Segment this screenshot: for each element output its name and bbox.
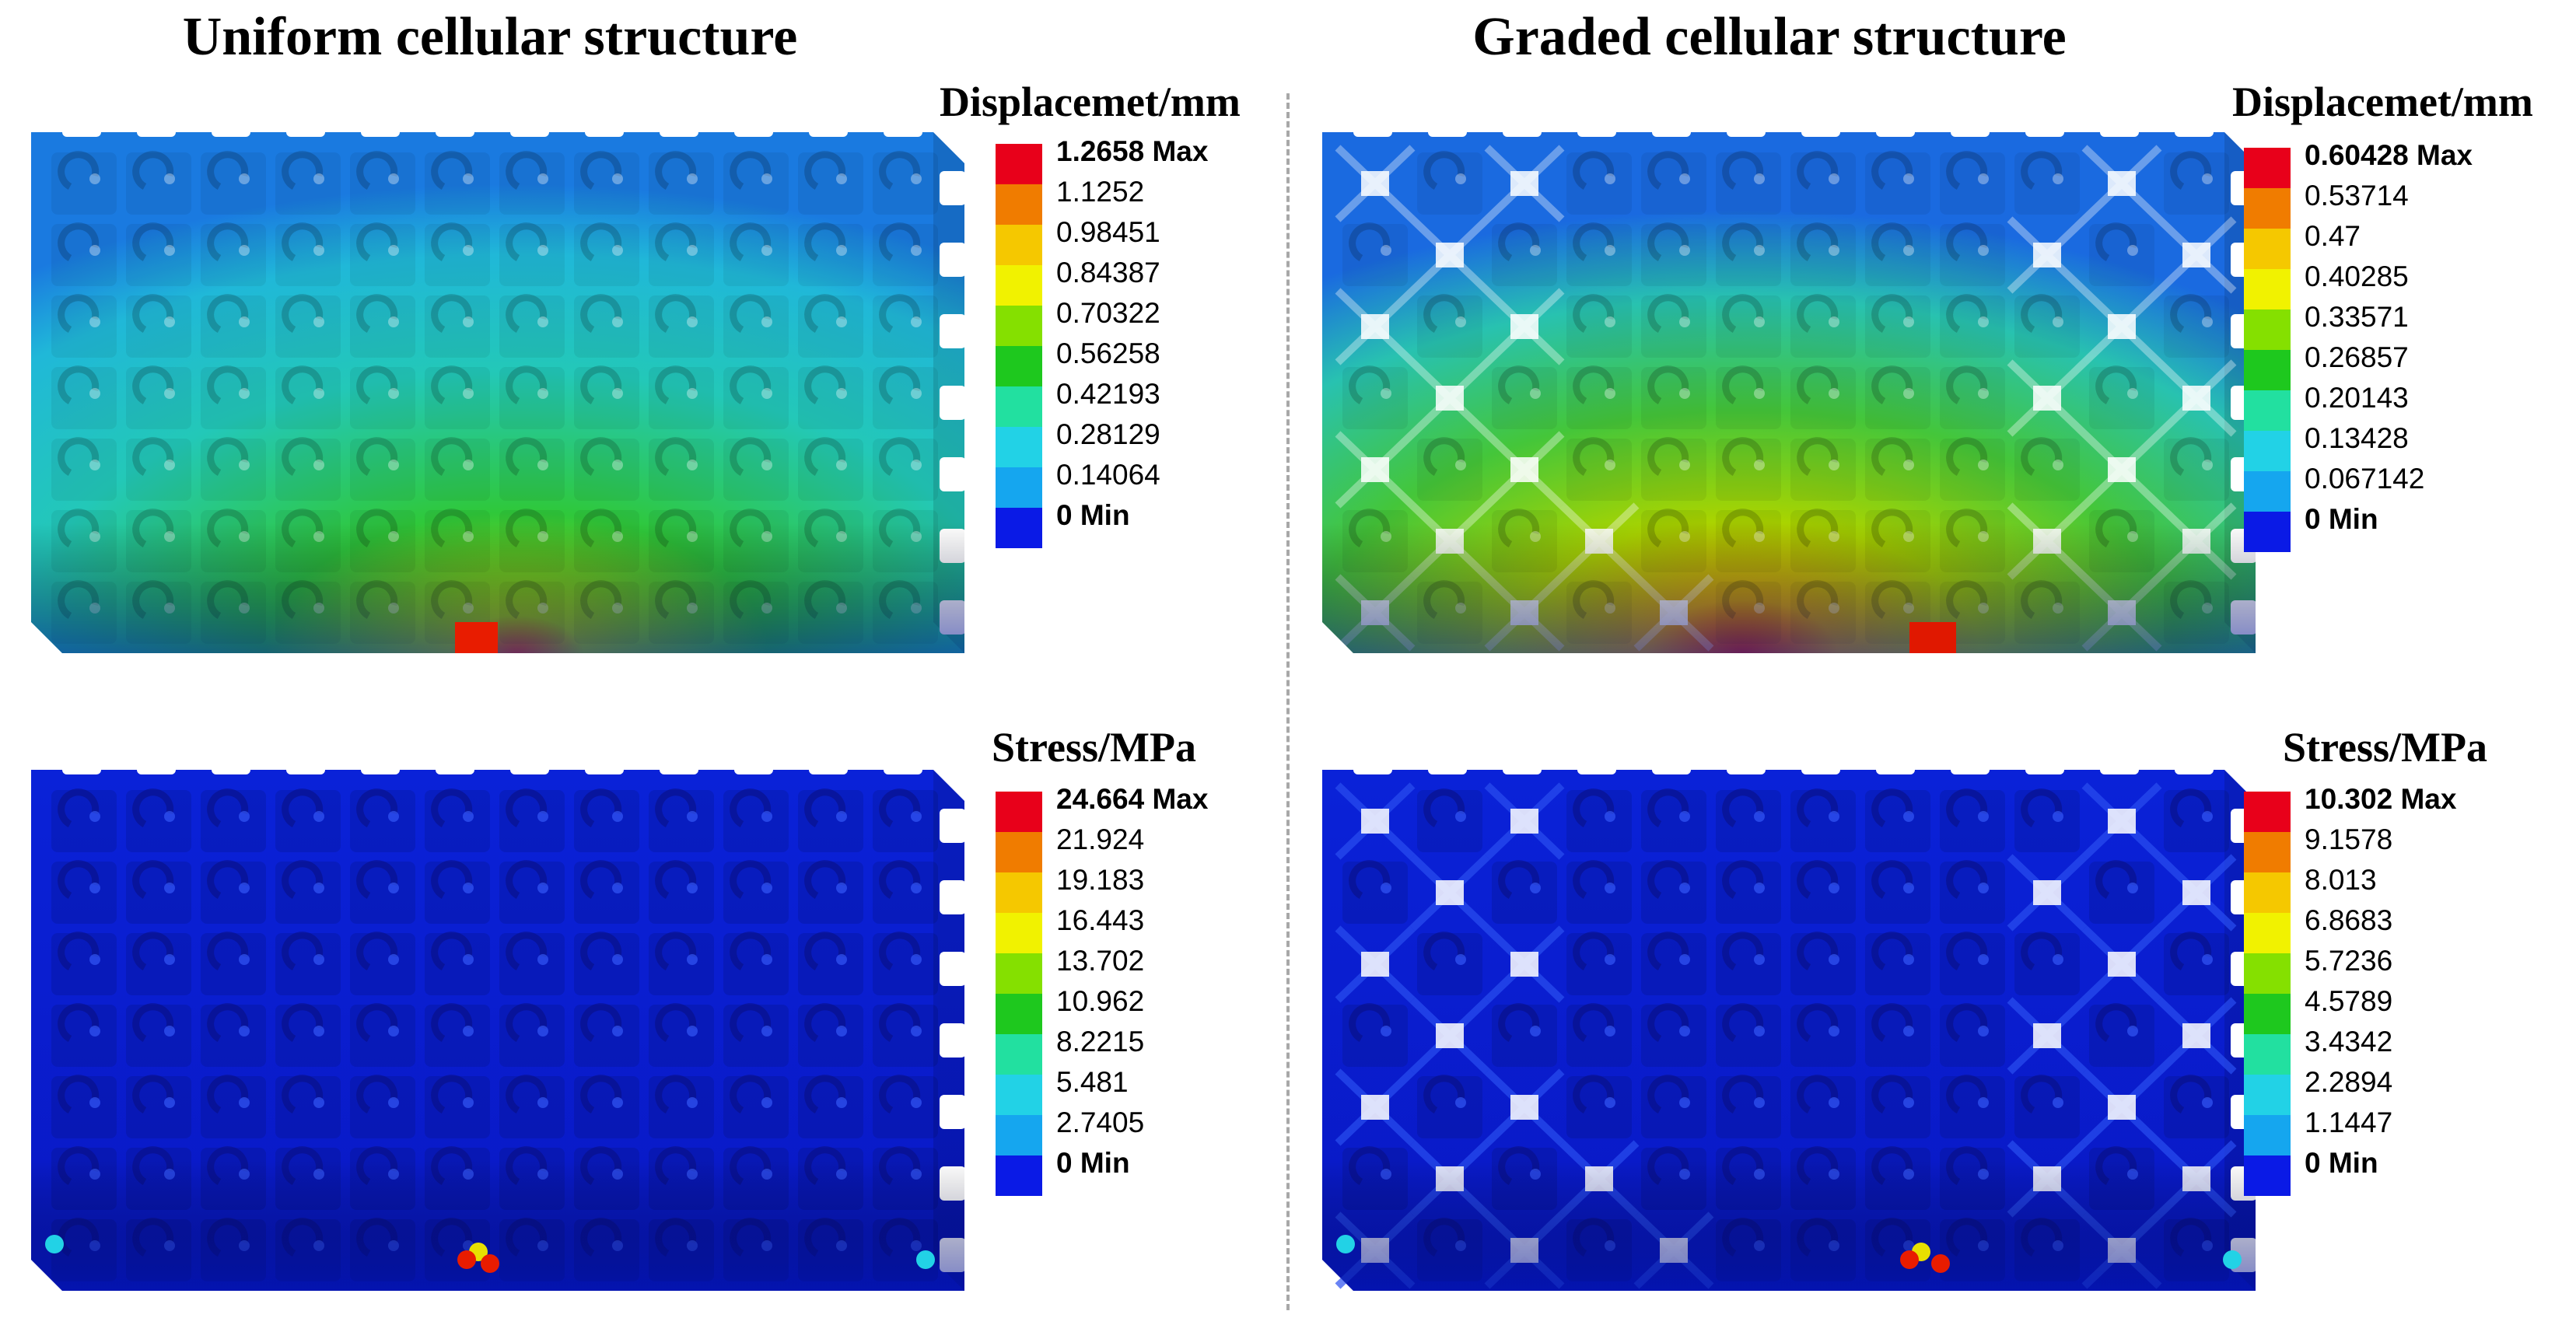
legend-label: 0.56258 xyxy=(1056,337,1160,369)
legend-swatch xyxy=(996,994,1042,1034)
legend-swatch xyxy=(2244,1075,2291,1115)
legend-title-displacement: Displacemet/mm xyxy=(2232,79,2533,125)
peak-displacement xyxy=(1909,622,1956,653)
legend-label: 0.26857 xyxy=(2305,341,2409,373)
legend-label: 1.2658 Max xyxy=(1056,135,1209,167)
legend-label: 0.60428 Max xyxy=(2305,139,2473,171)
legend-swatch xyxy=(2244,309,2291,350)
legend-title-stress: Stress/MPa xyxy=(2283,724,2487,771)
center-divider xyxy=(1286,93,1290,1310)
legend-label: 10.962 xyxy=(1056,985,1145,1017)
legend-label: 0.40285 xyxy=(2305,260,2409,292)
legend-swatch xyxy=(2244,832,2291,872)
legend-label: 0.53714 xyxy=(2305,180,2409,212)
legend-swatch xyxy=(2244,229,2291,269)
legend-swatch xyxy=(996,306,1042,346)
legend-label: 6.8683 xyxy=(2305,904,2393,936)
legend-swatch xyxy=(2244,148,2291,188)
title-graded-structure: Graded cellular structure xyxy=(1472,7,2067,67)
legend-label: 0.28129 xyxy=(1056,418,1160,450)
legend-label: 1.1252 xyxy=(1056,176,1145,208)
legend-swatch xyxy=(2244,188,2291,229)
legend-swatch xyxy=(2244,1155,2291,1196)
legend-swatch xyxy=(996,1075,1042,1115)
legend-label: 0.067142 xyxy=(2305,463,2425,495)
legend-swatch xyxy=(2244,390,2291,431)
legend-swatch xyxy=(996,427,1042,467)
legend-label: 1.1447 xyxy=(2305,1106,2393,1138)
legend-swatch xyxy=(2244,350,2291,390)
legend-swatch xyxy=(2244,471,2291,512)
legend-swatch xyxy=(996,1155,1042,1196)
legend-label: 19.183 xyxy=(1056,864,1145,896)
legend-label: 0 Min xyxy=(2305,503,2378,535)
lattice-body xyxy=(31,109,964,653)
lattice-body xyxy=(1322,109,2256,653)
uniform-displacement-model xyxy=(31,109,964,653)
uniform-stress-model xyxy=(31,746,964,1291)
legend-label: 0.13428 xyxy=(2305,422,2409,454)
lattice-body xyxy=(31,746,964,1291)
legend-label: 2.2894 xyxy=(2305,1066,2393,1098)
legend-label: 0.70322 xyxy=(1056,297,1160,329)
legend-label: 4.5789 xyxy=(2305,985,2393,1017)
legend-swatch xyxy=(996,1115,1042,1155)
legend-swatch xyxy=(2244,1115,2291,1155)
legend-label: 0.33571 xyxy=(2305,301,2409,333)
legend-swatch xyxy=(996,467,1042,508)
legend-swatch xyxy=(996,346,1042,386)
legend-swatch xyxy=(2244,512,2291,552)
legend-label: 0.47 xyxy=(2305,220,2361,252)
legend-label: 24.664 Max xyxy=(1056,783,1209,815)
legend-swatch xyxy=(996,1034,1042,1075)
legend-swatch xyxy=(2244,1034,2291,1075)
legend-label: 9.1578 xyxy=(2305,823,2393,855)
legend-swatch xyxy=(996,792,1042,832)
legend-swatch xyxy=(996,144,1042,184)
legend-swatch xyxy=(996,265,1042,306)
legend-label: 0.98451 xyxy=(1056,216,1160,248)
legend-title-displacement: Displacemet/mm xyxy=(940,79,1241,125)
legend-label: 0.14064 xyxy=(1056,459,1160,491)
legend-swatch xyxy=(996,225,1042,265)
legend-title-stress: Stress/MPa xyxy=(992,724,1196,771)
legend-label: 3.4342 xyxy=(2305,1026,2393,1058)
legend-label: 0.42193 xyxy=(1056,378,1160,410)
legend-swatch xyxy=(2244,953,2291,994)
title-uniform-structure: Uniform cellular structure xyxy=(182,7,798,67)
lattice-body xyxy=(1322,746,2256,1291)
legend-label: 8.013 xyxy=(2305,864,2377,896)
legend-swatch xyxy=(2244,431,2291,471)
legend-label: 8.2215 xyxy=(1056,1026,1145,1058)
legend-swatch xyxy=(2244,872,2291,913)
legend-label: 0 Min xyxy=(1056,1147,1130,1179)
peak-displacement xyxy=(455,622,498,653)
legend-label: 0 Min xyxy=(1056,499,1130,531)
legend-swatch xyxy=(996,508,1042,548)
legend-swatch xyxy=(996,184,1042,225)
legend-swatch xyxy=(2244,792,2291,832)
legend-swatch xyxy=(2244,913,2291,953)
legend-swatch xyxy=(996,386,1042,427)
legend-label: 0.20143 xyxy=(2305,382,2409,414)
legend-label: 0.84387 xyxy=(1056,257,1160,288)
legend-label: 13.702 xyxy=(1056,945,1145,977)
legend-label: 0 Min xyxy=(2305,1147,2378,1179)
legend-label: 16.443 xyxy=(1056,904,1145,936)
legend-label: 5.481 xyxy=(1056,1066,1129,1098)
graded-displacement-model xyxy=(1322,109,2256,653)
graded-stress-model xyxy=(1322,746,2256,1291)
legend-label: 21.924 xyxy=(1056,823,1145,855)
legend-label: 2.7405 xyxy=(1056,1106,1145,1138)
legend-swatch xyxy=(2244,269,2291,309)
legend-swatch xyxy=(996,872,1042,913)
legend-swatch xyxy=(2244,994,2291,1034)
legend-label: 5.7236 xyxy=(2305,945,2393,977)
legend-swatch xyxy=(996,953,1042,994)
legend-swatch xyxy=(996,913,1042,953)
legend-swatch xyxy=(996,832,1042,872)
legend-label: 10.302 Max xyxy=(2305,783,2457,815)
